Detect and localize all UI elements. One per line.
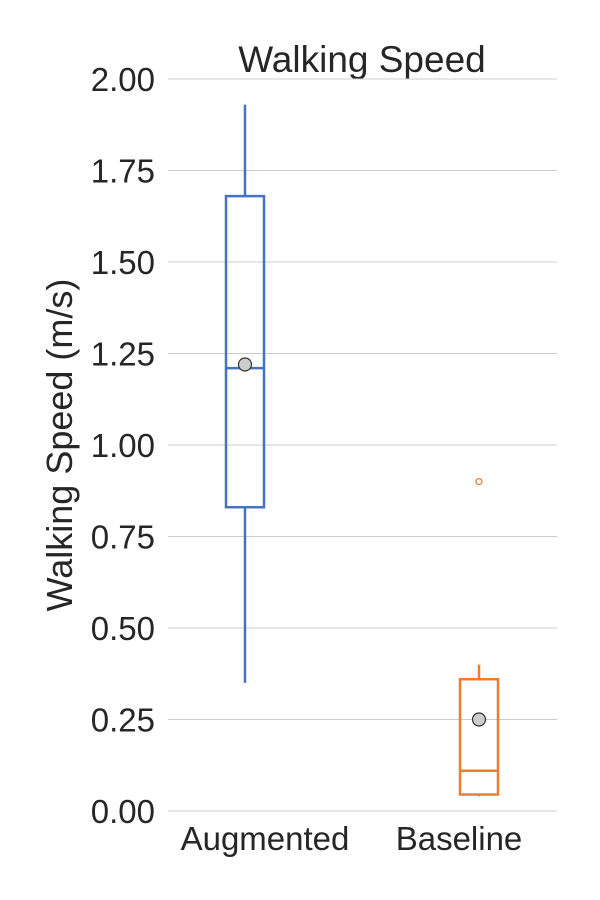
boxes bbox=[224, 104, 500, 797]
chart-title: Walking Speed bbox=[238, 39, 486, 80]
y-tick-label: 1.00 bbox=[91, 427, 155, 464]
x-axis-ticks: Augmented Baseline bbox=[181, 820, 523, 857]
box-augmented bbox=[224, 104, 266, 683]
mean-marker bbox=[471, 712, 487, 727]
y-tick-label: 0.25 bbox=[91, 702, 155, 739]
y-tick-label: 2.00 bbox=[91, 61, 155, 98]
y-tick-label: 1.25 bbox=[91, 336, 155, 373]
mean-marker bbox=[237, 357, 253, 372]
y-tick-label: 1.50 bbox=[91, 244, 155, 281]
y-axis-ticks: 0.00 0.25 0.50 0.75 1.00 1.25 1.50 1.75 2.00 bbox=[91, 61, 155, 830]
box-iqr bbox=[458, 677, 500, 796]
gridlines bbox=[168, 78, 557, 812]
y-axis-label: Walking Speed (m/s) bbox=[39, 279, 80, 612]
y-tick-label: 0.75 bbox=[91, 519, 155, 556]
x-tick-label: Augmented bbox=[181, 820, 350, 857]
outlier-point bbox=[475, 477, 483, 486]
box-baseline bbox=[458, 477, 500, 797]
box-iqr bbox=[224, 194, 266, 509]
y-tick-label: 0.00 bbox=[91, 793, 155, 830]
y-tick-label: 0.50 bbox=[91, 610, 155, 647]
x-tick-label: Baseline bbox=[396, 820, 523, 857]
y-tick-label: 1.75 bbox=[91, 153, 155, 190]
